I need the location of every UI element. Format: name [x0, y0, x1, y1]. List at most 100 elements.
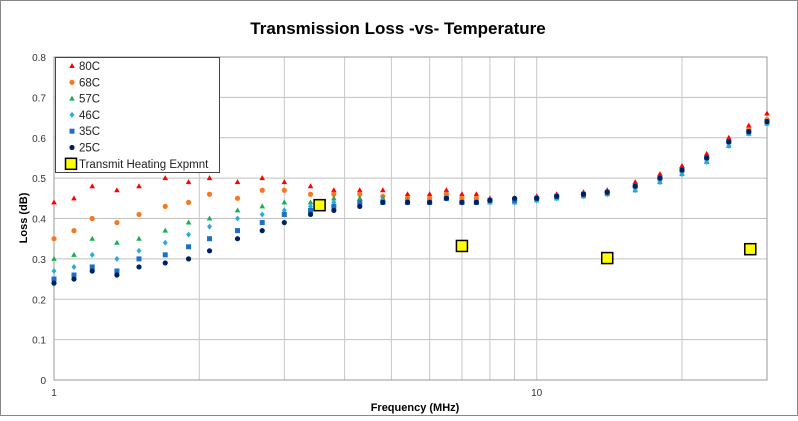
data-point	[281, 179, 288, 185]
data-point	[162, 252, 168, 258]
data-point	[259, 187, 265, 193]
data-point	[746, 129, 752, 135]
data-point	[657, 179, 663, 186]
data-point	[357, 203, 363, 209]
data-point	[259, 175, 266, 181]
data-point	[162, 260, 168, 266]
data-point	[206, 175, 213, 181]
data-point	[281, 219, 287, 226]
data-point	[234, 236, 241, 242]
data-point	[206, 215, 213, 221]
plot-area-border	[53, 56, 768, 381]
y-tick-label: 0.6	[32, 134, 46, 145]
data-point	[89, 183, 96, 189]
data-point	[487, 197, 493, 203]
data-point	[704, 158, 710, 165]
legend-label: Transmit Heating Expmnt	[79, 159, 209, 171]
y-tick-label: 0.3	[32, 255, 46, 266]
data-point	[281, 187, 287, 193]
data-point	[186, 231, 192, 238]
legend-label: 25C	[79, 143, 100, 155]
data-point	[186, 244, 192, 250]
legend-marker	[69, 144, 75, 151]
data-point	[259, 203, 266, 209]
data-point	[259, 220, 265, 226]
legend-label: 68C	[79, 77, 100, 89]
data-point	[71, 272, 77, 278]
data-point	[71, 195, 77, 201]
data-point	[703, 150, 710, 156]
data-point	[259, 211, 265, 218]
data-point	[679, 171, 685, 178]
data-point	[162, 239, 168, 246]
data-point	[114, 239, 120, 245]
data-point	[136, 256, 142, 262]
data-point	[356, 195, 363, 201]
y-tick-labels: 0 0.1 0.2 0.3 0.4 0.5 0.6 0.7 0.8	[32, 53, 46, 387]
data-point	[473, 199, 479, 205]
data-point	[679, 167, 685, 173]
data-point	[443, 187, 450, 193]
data-point	[404, 199, 411, 205]
data-point	[657, 175, 663, 181]
data-point	[632, 183, 638, 189]
data-point	[764, 119, 770, 125]
data-point	[308, 203, 314, 210]
y-tick-label: 0.2	[32, 295, 46, 306]
data-point	[185, 179, 192, 185]
data-point	[534, 195, 540, 201]
data-point	[136, 211, 142, 218]
data-point	[206, 191, 213, 197]
data-point	[235, 215, 241, 222]
data-point	[726, 142, 732, 149]
data-point	[459, 195, 465, 201]
data-point	[89, 264, 95, 270]
data-point	[114, 268, 120, 274]
data-point	[331, 187, 337, 193]
data-point	[357, 199, 363, 205]
data-point	[632, 187, 638, 194]
data-point	[726, 139, 732, 145]
data-point	[356, 187, 363, 193]
legend-marker	[69, 95, 75, 101]
data-point	[136, 235, 142, 241]
data-point	[426, 191, 433, 197]
data-point	[307, 211, 314, 218]
data-point	[744, 242, 757, 256]
data-point	[357, 191, 363, 197]
data-point	[206, 248, 213, 254]
series-25c	[51, 119, 770, 286]
data-point	[380, 199, 386, 205]
data-point	[185, 199, 192, 205]
series-transmit-heating-expmnt	[313, 198, 757, 265]
legend-label: 57C	[79, 94, 100, 106]
data-point	[89, 235, 96, 241]
y-tick-label: 0.8	[32, 53, 46, 64]
data-point	[162, 203, 168, 209]
data-point	[704, 155, 710, 161]
data-point	[380, 187, 386, 193]
y-axis-label: Loss (dB)	[18, 192, 30, 243]
data-point	[71, 228, 77, 234]
legend-marker	[69, 111, 75, 118]
data-point	[136, 247, 142, 254]
data-point	[554, 193, 560, 199]
data-point	[604, 189, 610, 195]
legend-label: 46C	[79, 110, 100, 122]
data-point	[512, 195, 518, 201]
chart-title: Transmission Loss -vs- Temperature	[250, 19, 545, 38]
data-point	[89, 251, 95, 258]
data-point	[600, 251, 614, 265]
data-point	[404, 191, 411, 197]
data-point	[234, 179, 241, 185]
data-point	[207, 223, 213, 230]
data-point	[281, 199, 288, 205]
data-point	[89, 215, 95, 222]
y-tick-label: 0.7	[32, 93, 46, 104]
data-point	[307, 191, 314, 197]
data-point	[764, 110, 770, 116]
legend-marker	[69, 128, 75, 134]
legend-marker	[69, 63, 75, 68]
data-point	[51, 276, 57, 282]
